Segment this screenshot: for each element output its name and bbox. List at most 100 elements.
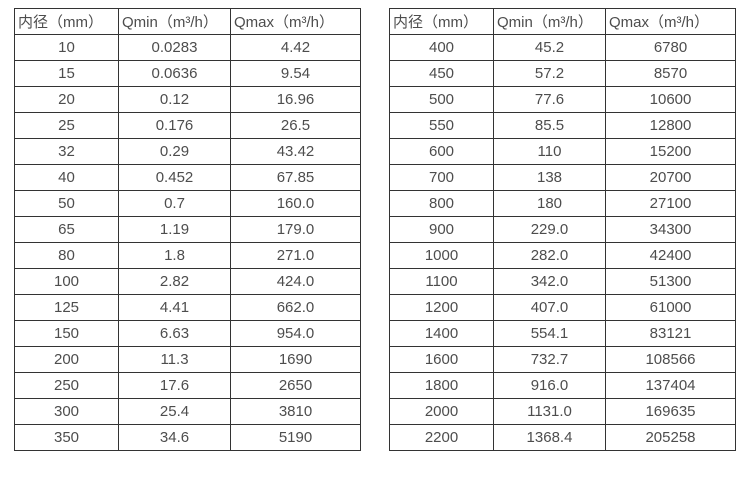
table-cell: 342.0 bbox=[493, 268, 606, 295]
table-row: 200 11.3 1690 bbox=[14, 346, 361, 373]
table-cell: 17.6 bbox=[118, 372, 231, 399]
table-row: 1100 342.0 51300 bbox=[389, 268, 736, 295]
table-cell: 1800 bbox=[389, 372, 494, 399]
table-cell: 400 bbox=[389, 34, 494, 61]
table-cell: 2000 bbox=[389, 398, 494, 425]
table-cell: 50 bbox=[14, 190, 119, 217]
table-cell: 500 bbox=[389, 86, 494, 113]
table-row: 600 110 15200 bbox=[389, 138, 736, 165]
table-row: 1800 916.0 137404 bbox=[389, 372, 736, 399]
table-cell: 42400 bbox=[605, 242, 736, 269]
table-cell: 169635 bbox=[605, 398, 736, 425]
table-cell: 0.7 bbox=[118, 190, 231, 217]
col-header-qmax: Qmax（m³/h） bbox=[230, 8, 361, 35]
table-cell: 43.42 bbox=[230, 138, 361, 165]
table-cell: 200 bbox=[14, 346, 119, 373]
table-row: 2000 1131.0 169635 bbox=[389, 398, 736, 425]
table-cell: 34.6 bbox=[118, 424, 231, 451]
table-cell: 916.0 bbox=[493, 372, 606, 399]
col-header-qmin: Qmin（m³/h） bbox=[118, 8, 231, 35]
table-row: 1600 732.7 108566 bbox=[389, 346, 736, 373]
table-cell: 662.0 bbox=[230, 294, 361, 321]
table-cell: 100 bbox=[14, 268, 119, 295]
table-body: 400 45.2 6780 450 57.2 8570 500 77.6 10600 550 85.… bbox=[389, 34, 736, 451]
table-cell: 45.2 bbox=[493, 34, 606, 61]
table-cell: 40 bbox=[14, 164, 119, 191]
table-cell: 1131.0 bbox=[493, 398, 606, 425]
table-cell: 179.0 bbox=[230, 216, 361, 243]
table-cell: 450 bbox=[389, 60, 494, 87]
table-cell: 0.176 bbox=[118, 112, 231, 139]
table-cell: 2.82 bbox=[118, 268, 231, 295]
table-cell: 554.1 bbox=[493, 320, 606, 347]
table-row: 65 1.19 179.0 bbox=[14, 216, 361, 243]
table-cell: 12800 bbox=[605, 112, 736, 139]
table-cell: 600 bbox=[389, 138, 494, 165]
table-row: 550 85.5 12800 bbox=[389, 112, 736, 139]
table-row: 250 17.6 2650 bbox=[14, 372, 361, 399]
table-cell: 20 bbox=[14, 86, 119, 113]
table-cell: 424.0 bbox=[230, 268, 361, 295]
header-row: 内径（mm） Qmin（m³/h） Qmax（m³/h） bbox=[14, 8, 361, 35]
table-cell: 1600 bbox=[389, 346, 494, 373]
table-cell: 25 bbox=[14, 112, 119, 139]
table-cell: 83121 bbox=[605, 320, 736, 347]
table-cell: 11.3 bbox=[118, 346, 231, 373]
table-cell: 137404 bbox=[605, 372, 736, 399]
table-cell: 1000 bbox=[389, 242, 494, 269]
table-row: 25 0.176 26.5 bbox=[14, 112, 361, 139]
table-row: 450 57.2 8570 bbox=[389, 60, 736, 87]
table-cell: 61000 bbox=[605, 294, 736, 321]
table-cell: 27100 bbox=[605, 190, 736, 217]
table-row: 2200 1368.4 205258 bbox=[389, 424, 736, 451]
table-row: 80 1.8 271.0 bbox=[14, 242, 361, 269]
table-cell: 10 bbox=[14, 34, 119, 61]
table-cell: 160.0 bbox=[230, 190, 361, 217]
table-cell: 80 bbox=[14, 242, 119, 269]
table-cell: 1.19 bbox=[118, 216, 231, 243]
col-header-diameter: 内径（mm） bbox=[389, 8, 494, 35]
table-cell: 67.85 bbox=[230, 164, 361, 191]
table-cell: 5190 bbox=[230, 424, 361, 451]
table-cell: 271.0 bbox=[230, 242, 361, 269]
table-cell: 15200 bbox=[605, 138, 736, 165]
table-cell: 32 bbox=[14, 138, 119, 165]
table-cell: 0.0636 bbox=[118, 60, 231, 87]
table-cell: 954.0 bbox=[230, 320, 361, 347]
table-cell: 229.0 bbox=[493, 216, 606, 243]
table-cell: 282.0 bbox=[493, 242, 606, 269]
table-cell: 205258 bbox=[605, 424, 736, 451]
table-cell: 0.12 bbox=[118, 86, 231, 113]
table-row: 1400 554.1 83121 bbox=[389, 320, 736, 347]
table-cell: 85.5 bbox=[493, 112, 606, 139]
table-cell: 138 bbox=[493, 164, 606, 191]
table-cell: 2650 bbox=[230, 372, 361, 399]
table-row: 800 180 27100 bbox=[389, 190, 736, 217]
table-cell: 0.0283 bbox=[118, 34, 231, 61]
table-cell: 20700 bbox=[605, 164, 736, 191]
table-cell: 4.41 bbox=[118, 294, 231, 321]
table-cell: 1368.4 bbox=[493, 424, 606, 451]
table-row: 100 2.82 424.0 bbox=[14, 268, 361, 295]
table-cell: 1400 bbox=[389, 320, 494, 347]
table-cell: 150 bbox=[14, 320, 119, 347]
col-header-diameter: 内径（mm） bbox=[14, 8, 119, 35]
table-cell: 51300 bbox=[605, 268, 736, 295]
table-cell: 108566 bbox=[605, 346, 736, 373]
table-cell: 3810 bbox=[230, 398, 361, 425]
table-cell: 180 bbox=[493, 190, 606, 217]
table-cell: 26.5 bbox=[230, 112, 361, 139]
table-cell: 0.29 bbox=[118, 138, 231, 165]
table-body: 10 0.0283 4.42 15 0.0636 9.54 20 0.12 16.96 25 0.1… bbox=[14, 34, 361, 451]
table-cell: 1100 bbox=[389, 268, 494, 295]
table-cell: 125 bbox=[14, 294, 119, 321]
table-row: 125 4.41 662.0 bbox=[14, 294, 361, 321]
table-cell: 700 bbox=[389, 164, 494, 191]
flow-table-left: 内径（mm） Qmin（m³/h） Qmax（m³/h） 10 0.0283 4.4… bbox=[14, 8, 361, 451]
table-row: 400 45.2 6780 bbox=[389, 34, 736, 61]
table-cell: 8570 bbox=[605, 60, 736, 87]
table-cell: 1.8 bbox=[118, 242, 231, 269]
table-head: 内径（mm） Qmin（m³/h） Qmax（m³/h） bbox=[14, 8, 361, 35]
table-cell: 15 bbox=[14, 60, 119, 87]
